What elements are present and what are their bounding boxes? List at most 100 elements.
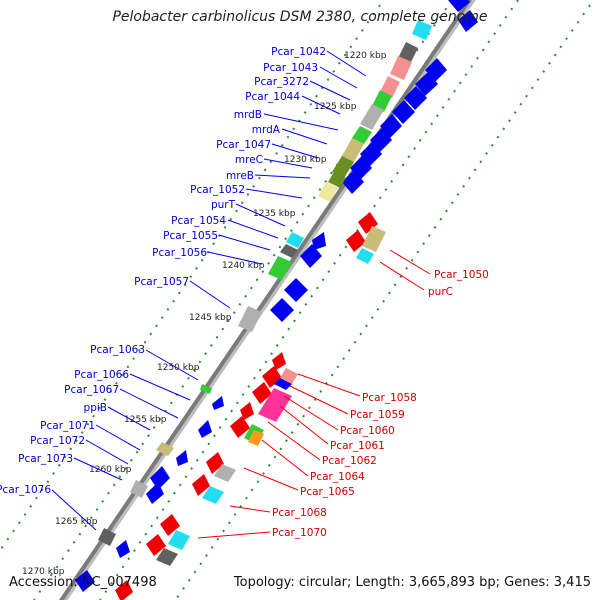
kbp-tick-label: 1270 kbp	[22, 567, 65, 577]
gene-label-Pcar_1047[interactable]: Pcar_1047	[216, 139, 271, 151]
reverse-gene-bottom[interactable]	[115, 580, 133, 600]
gene-label-Pcar_1066[interactable]: Pcar_1066	[74, 369, 129, 381]
forward-gene-1063[interactable]	[212, 396, 224, 410]
gene-label-Pcar_1068[interactable]: Pcar_1068	[272, 507, 327, 519]
rcog-box-6	[258, 388, 292, 422]
cog-box-18	[98, 528, 116, 546]
forward-gene-3272[interactable]	[404, 86, 427, 110]
forward-gene-mrdA[interactable]	[370, 128, 392, 152]
gene-label-Pcar_1070[interactable]: Pcar_1070	[272, 527, 327, 539]
reverse-gene-1050a[interactable]	[358, 212, 378, 234]
forward-gene-1047[interactable]	[360, 142, 382, 166]
map-title: Pelobacter carbinolicus DSM 2380, comple…	[112, 9, 488, 25]
cog-box-17	[130, 480, 148, 498]
reverse-gene-1060[interactable]	[252, 382, 272, 404]
gene-label-Pcar_1042[interactable]: Pcar_1042	[271, 46, 326, 58]
reverse-cog-boxes	[156, 20, 432, 566]
gene-label-Pcar_1054[interactable]: Pcar_1054	[171, 215, 226, 227]
forward-gene-1066[interactable]	[198, 420, 212, 438]
rcog-box-11	[168, 530, 190, 550]
forward-gene-mreB[interactable]	[342, 170, 364, 194]
reverse-gene-1059[interactable]	[262, 366, 282, 388]
rcog-box-3	[356, 248, 374, 264]
kbp-tick-label: 1260 kbp	[89, 465, 132, 475]
cog-box-7	[342, 138, 364, 162]
gene-label-mreB[interactable]: mreB	[226, 170, 254, 182]
cog-box-12	[280, 244, 298, 258]
forward-gene-mrdB[interactable]	[380, 114, 402, 138]
genome-summary: Topology: circular; Length: 3,665,893 bp…	[233, 575, 591, 590]
reverse-gene-1061[interactable]	[240, 402, 254, 420]
gene-label-Pcar_1064[interactable]: Pcar_1064	[310, 471, 365, 483]
kbp-tick-label: 1265 kbp	[55, 517, 98, 527]
gene-label-mrdB[interactable]: mrdB	[234, 109, 262, 121]
kbp-ticks: 1220 kbp 1225 kbp 1230 kbp 1235 kbp 1240…	[22, 51, 387, 577]
cog-box-15	[200, 384, 212, 394]
gene-label-mreC[interactable]: mreC	[235, 154, 263, 166]
gene-label-Pcar_1055[interactable]: Pcar_1055	[163, 230, 218, 242]
kbp-tick-label: 1230 kbp	[284, 155, 327, 165]
forward-gene-1044[interactable]	[392, 100, 415, 124]
forward-gene-1057a[interactable]	[284, 278, 308, 302]
gene-label-mrdA[interactable]: mrdA	[252, 124, 281, 136]
gene-label-Pcar_1060[interactable]: Pcar_1060	[340, 425, 395, 437]
gene-label-Pcar_1062[interactable]: Pcar_1062	[322, 455, 377, 467]
kbp-tick-label: 1225 kbp	[314, 102, 357, 112]
gene-label-Pcar_1056[interactable]: Pcar_1056	[152, 247, 207, 259]
gene-label-Pcar_1061[interactable]: Pcar_1061	[330, 440, 385, 452]
forward-gene-1073[interactable]	[146, 482, 164, 504]
gene-label-Pcar_1065[interactable]: Pcar_1065	[300, 486, 355, 498]
gene-label-Pcar_1058[interactable]: Pcar_1058	[362, 392, 417, 404]
gene-label-Pcar_1057[interactable]: Pcar_1057	[134, 276, 189, 288]
kbp-tick-label: 1240 kbp	[222, 261, 265, 271]
reverse-gene-1070a[interactable]	[160, 514, 180, 536]
gc-track-outer	[174, 4, 591, 600]
gene-label-Pcar_1071[interactable]: Pcar_1071	[40, 420, 95, 432]
rcog-box-4	[280, 368, 298, 384]
reverse-gene-1050b[interactable]	[346, 230, 366, 252]
cog-box-16	[156, 442, 174, 456]
forward-gene-1076[interactable]	[116, 540, 130, 558]
forward-gene-1055[interactable]	[312, 232, 326, 250]
gene-label-purC[interactable]: purC	[428, 286, 453, 298]
gc-track-inner	[99, 0, 519, 600]
kbp-tick-label: 1255 kbp	[124, 415, 167, 425]
forward-gene-top-a[interactable]	[458, 10, 478, 32]
gene-label-Pcar_1073[interactable]: Pcar_1073	[18, 453, 73, 465]
content-dots	[0, 4, 381, 553]
gene-label-Pcar_1063[interactable]: Pcar_1063	[90, 344, 145, 356]
forward-gene-1071[interactable]	[176, 450, 188, 466]
reverse-gene-1062[interactable]	[230, 416, 250, 438]
reverse-gene-1070b[interactable]	[146, 534, 166, 556]
gene-label-Pcar_3272[interactable]: Pcar_3272	[254, 76, 309, 88]
rcog-box-2	[362, 226, 386, 252]
gene-label-ppiB[interactable]: ppiB	[84, 402, 107, 414]
gene-label-Pcar_1052[interactable]: Pcar_1052	[190, 184, 245, 196]
forward-gene-top-b[interactable]	[448, 0, 470, 12]
gene-label-Pcar_1059[interactable]: Pcar_1059	[350, 409, 405, 421]
cog-box-11	[286, 232, 304, 248]
gene-label-Pcar_1076[interactable]: Pcar_1076	[0, 484, 51, 496]
gene-label-Pcar_1072[interactable]: Pcar_1072	[30, 435, 85, 447]
forward-gene-1056[interactable]	[300, 244, 322, 268]
cog-box-8	[332, 156, 354, 178]
cog-box-6	[352, 126, 372, 144]
gene-label-Pcar_1067[interactable]: Pcar_1067	[64, 384, 119, 396]
cog-boxes	[98, 42, 418, 546]
kbp-tick-label: 1245 kbp	[189, 313, 232, 323]
forward-gene-labels: Pcar_1042 Pcar_1043 Pcar_3272 Pcar_1044 …	[0, 46, 326, 496]
forward-genes	[75, 0, 478, 592]
forward-label-leaders	[51, 50, 367, 531]
reverse-gene-1058[interactable]	[272, 352, 286, 370]
gene-label-Pcar_1043[interactable]: Pcar_1043	[263, 62, 318, 74]
forward-gene-1043[interactable]	[415, 72, 438, 96]
reverse-gene-1065[interactable]	[206, 452, 224, 474]
gene-label-Pcar_1050[interactable]: Pcar_1050	[434, 269, 489, 281]
reverse-gene-1068[interactable]	[192, 474, 210, 496]
gene-label-purT[interactable]: purT	[211, 199, 236, 211]
forward-gene-bottom[interactable]	[75, 570, 95, 592]
forward-gene-1072[interactable]	[150, 466, 170, 490]
forward-gene-1057b[interactable]	[270, 298, 294, 322]
gene-label-Pcar_1044[interactable]: Pcar_1044	[245, 91, 300, 103]
